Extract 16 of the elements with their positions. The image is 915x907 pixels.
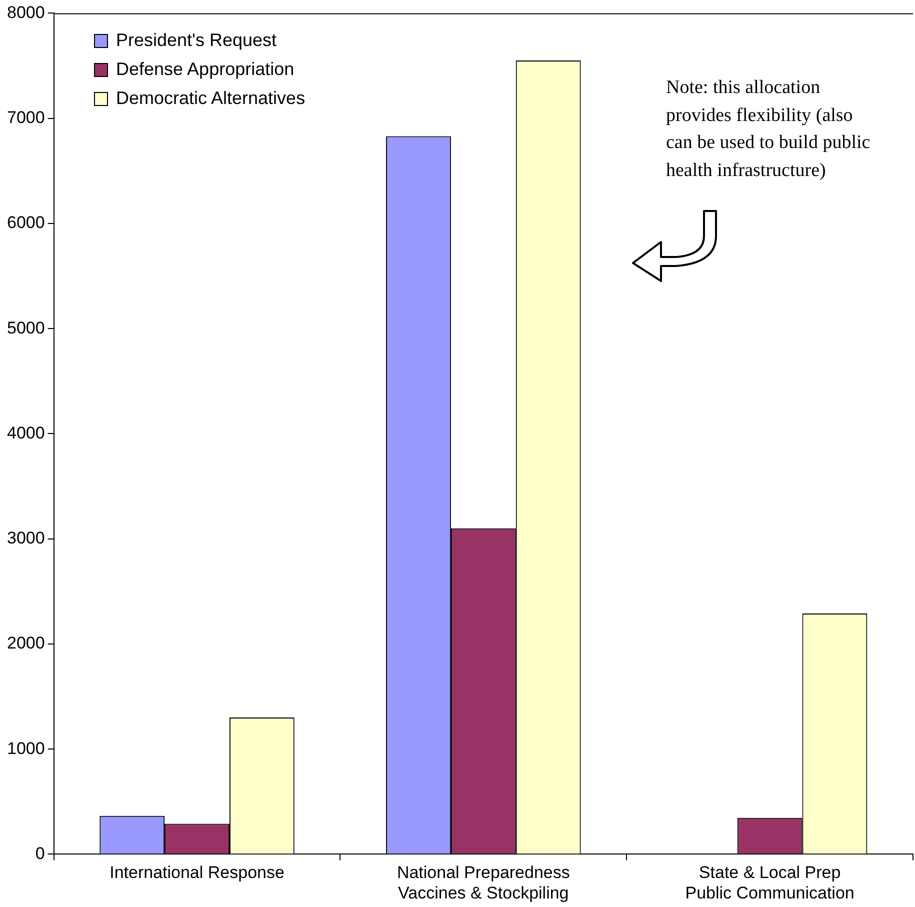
y-tick-label: 2000 xyxy=(6,634,45,653)
y-tick-label: 4000 xyxy=(6,423,45,442)
x-tick-label: National Preparedness Vaccines & Stockpiling xyxy=(396,863,570,902)
legend-label: Defense Appropriation xyxy=(116,58,294,81)
legend-label: Democratic Alternatives xyxy=(116,87,306,110)
y-tick-label: 3000 xyxy=(6,528,45,548)
x-tick-label: International Response xyxy=(110,863,284,882)
x-tick-label: State & Local Prep Public Communication xyxy=(685,863,854,902)
y-tick-label: 1000 xyxy=(6,738,45,758)
y-tick-label: 5000 xyxy=(6,318,45,338)
y-tick-label: 7000 xyxy=(6,108,45,128)
y-tick-label: 0 xyxy=(35,844,45,863)
y-tick-label: 6000 xyxy=(6,213,45,232)
legend-label: President's Request xyxy=(116,29,277,52)
annotation: Note: this allocation provides flexibility (also can be used to build public health infrastructure) xyxy=(666,76,872,182)
y-tick-label: 8000 xyxy=(6,2,45,22)
